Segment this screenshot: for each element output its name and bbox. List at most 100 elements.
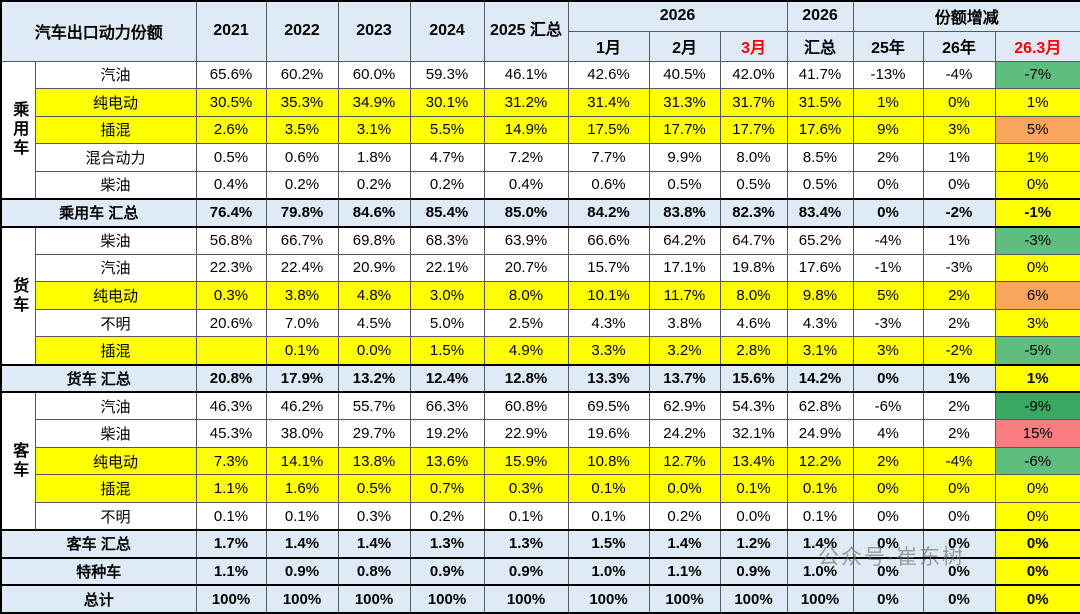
month-header: 3月 bbox=[719, 30, 788, 62]
value-cell: 1.4% bbox=[786, 529, 854, 559]
value-cell: 100% bbox=[567, 584, 650, 614]
value-cell: 0.2% bbox=[337, 170, 411, 200]
change-cell: -3% bbox=[922, 253, 996, 283]
change-cell: 0% bbox=[922, 529, 996, 559]
value-cell: 0.1% bbox=[567, 502, 650, 531]
value-cell: 0.1% bbox=[265, 336, 339, 366]
change-cell: 0% bbox=[852, 474, 924, 503]
value-cell: 63.9% bbox=[483, 226, 569, 255]
change-cell: 0% bbox=[852, 197, 924, 228]
value-cell: 40.5% bbox=[648, 60, 721, 90]
value-cell: 4.7% bbox=[409, 143, 485, 172]
value-cell: 0.1% bbox=[786, 502, 854, 531]
change-cell: 0% bbox=[852, 170, 924, 200]
value-cell: 24.2% bbox=[648, 419, 721, 448]
change-cell: -4% bbox=[922, 60, 996, 90]
change-cell: 0% bbox=[994, 253, 1080, 283]
change-cell: 2% bbox=[852, 143, 924, 172]
fuel-label: 混合动力 bbox=[34, 143, 197, 172]
fuel-label: 纯电动 bbox=[34, 446, 197, 476]
value-cell: 14.1% bbox=[265, 446, 339, 476]
value-cell: 0.7% bbox=[409, 474, 485, 503]
value-cell: 1.5% bbox=[567, 529, 650, 559]
fuel-label: 柴油 bbox=[34, 419, 197, 448]
vehicle-group-label: 货车 bbox=[0, 226, 36, 366]
change-cell: 0% bbox=[994, 170, 1080, 200]
value-cell: 17.7% bbox=[648, 115, 721, 145]
summary-label: 总计 bbox=[0, 584, 197, 614]
value-cell: 3.0% bbox=[409, 281, 485, 310]
change-cell: 0% bbox=[852, 556, 924, 587]
value-cell: 24.9% bbox=[786, 419, 854, 448]
value-cell: 100% bbox=[409, 584, 485, 614]
value-cell: 46.3% bbox=[195, 391, 267, 421]
value-cell: 3.8% bbox=[648, 308, 721, 338]
table-head: 汽车出口动力份额 2021 2022 2023 2024 2025 汇总 2026 2026 份… bbox=[0, 0, 1080, 62]
value-cell: 0.2% bbox=[265, 170, 339, 200]
value-cell: 0.9% bbox=[409, 556, 485, 587]
change-cell: 0% bbox=[994, 529, 1080, 559]
value-cell: 13.8% bbox=[337, 446, 411, 476]
value-cell: 60.8% bbox=[483, 391, 569, 421]
value-cell: 3.5% bbox=[265, 115, 339, 145]
vehicle-group-label: 客车 bbox=[0, 391, 36, 531]
change-cell: 2% bbox=[922, 308, 996, 338]
value-cell: 19.6% bbox=[567, 419, 650, 448]
change-cell: -4% bbox=[922, 446, 996, 476]
table-body: 乘用车 汽油 65.6% 60.2% 60.0% 59.3% 46.1% 42.6% 40.5%… bbox=[0, 60, 1080, 614]
fuel-label: 柴油 bbox=[34, 170, 197, 200]
value-cell: 34.9% bbox=[337, 88, 411, 117]
month-header: 2月 bbox=[648, 30, 721, 62]
summary-label: 特种车 bbox=[0, 556, 197, 587]
value-cell: 56.8% bbox=[195, 226, 267, 255]
value-cell: 65.6% bbox=[195, 60, 267, 90]
value-cell: 38.0% bbox=[265, 419, 339, 448]
vehicle-group-label: 乘用车 bbox=[0, 60, 36, 200]
change-cell: -9% bbox=[994, 391, 1080, 421]
value-cell: 100% bbox=[195, 584, 267, 614]
fuel-label: 汽油 bbox=[34, 60, 197, 90]
value-cell: 13.4% bbox=[719, 446, 788, 476]
value-cell: 31.5% bbox=[786, 88, 854, 117]
value-cell: 1.2% bbox=[719, 529, 788, 559]
value-cell: 2.8% bbox=[719, 336, 788, 366]
value-cell: 65.2% bbox=[786, 226, 854, 255]
value-cell: 12.8% bbox=[483, 363, 569, 394]
value-cell: 83.8% bbox=[648, 197, 721, 228]
change-cell: -4% bbox=[852, 226, 924, 255]
value-cell: 4.3% bbox=[786, 308, 854, 338]
value-cell: 12.4% bbox=[409, 363, 485, 394]
value-cell: 0.5% bbox=[648, 170, 721, 200]
change-cell: 0% bbox=[852, 363, 924, 394]
value-cell: 60.2% bbox=[265, 60, 339, 90]
value-cell: 9.9% bbox=[648, 143, 721, 172]
value-cell: 1.4% bbox=[265, 529, 339, 559]
table-title: 汽车出口动力份额 bbox=[0, 0, 197, 62]
change-cell: -13% bbox=[852, 60, 924, 90]
value-cell: 10.8% bbox=[567, 446, 650, 476]
value-cell: 2.6% bbox=[195, 115, 267, 145]
value-cell: 0.3% bbox=[483, 474, 569, 503]
change-cell: 9% bbox=[852, 115, 924, 145]
change-cell: 2% bbox=[922, 391, 996, 421]
change-cell: 2% bbox=[922, 419, 996, 448]
value-cell: 13.3% bbox=[567, 363, 650, 394]
value-cell: 0.5% bbox=[195, 143, 267, 172]
change-cell: -7% bbox=[994, 60, 1080, 90]
value-cell: 3.8% bbox=[265, 281, 339, 310]
change-cell: 1% bbox=[922, 143, 996, 172]
value-cell bbox=[195, 336, 267, 366]
value-cell: 17.6% bbox=[786, 253, 854, 283]
change-cell: 0% bbox=[852, 529, 924, 559]
value-cell: 19.8% bbox=[719, 253, 788, 283]
value-cell: 100% bbox=[337, 584, 411, 614]
value-cell: 0.6% bbox=[265, 143, 339, 172]
change-cell: -2% bbox=[922, 336, 996, 366]
fuel-label: 不明 bbox=[34, 308, 197, 338]
value-cell: 15.9% bbox=[483, 446, 569, 476]
year-2026-group-header: 2026 bbox=[567, 0, 788, 32]
change-col-header: 26年 bbox=[922, 30, 996, 62]
value-cell: 42.6% bbox=[567, 60, 650, 90]
value-cell: 0.5% bbox=[786, 170, 854, 200]
value-cell: 1.3% bbox=[483, 529, 569, 559]
